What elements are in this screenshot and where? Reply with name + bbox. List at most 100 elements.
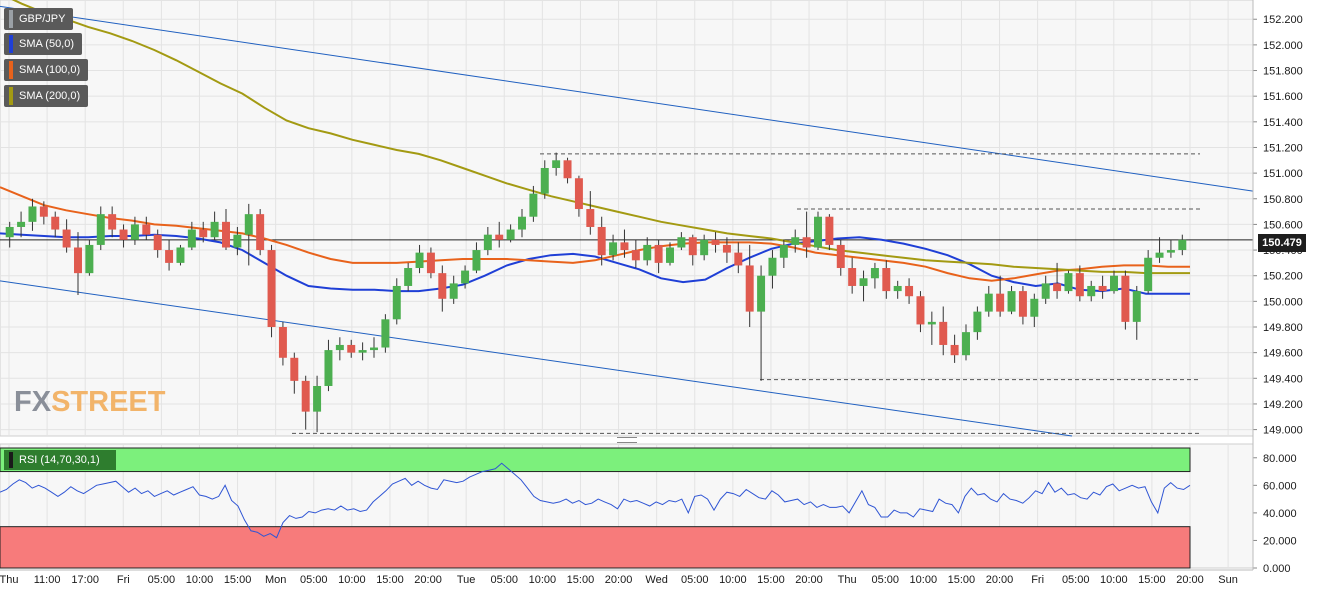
candle-body <box>335 344 344 351</box>
candle-body <box>130 224 139 240</box>
rsi-label: RSI (14,70,30,1) <box>19 454 100 466</box>
current-price-badge: 150.479 <box>1258 234 1306 252</box>
candle-body <box>324 350 333 386</box>
candle-body <box>1144 257 1153 292</box>
rsi-y-tick-label: 40.000 <box>1263 508 1297 520</box>
rsi-y-tick-label: 60.000 <box>1263 480 1297 492</box>
x-tick-label: 15:00 <box>567 574 595 586</box>
x-tick-label: 05:00 <box>300 574 328 586</box>
x-tick-label: 15:00 <box>376 574 404 586</box>
x-tick-label: 20:00 <box>1176 574 1204 586</box>
candle-body <box>472 250 481 271</box>
candle-body <box>381 319 390 348</box>
candle-body <box>370 347 378 351</box>
sma100-label: SMA (100,0) <box>19 64 81 76</box>
sma50-legend[interactable]: SMA (50,0) <box>4 33 83 55</box>
y-tick-label: 152.000 <box>1263 40 1303 52</box>
x-tick-label: 10:00 <box>186 574 214 586</box>
rsi-color-swatch <box>9 452 13 468</box>
candle-body <box>734 252 743 266</box>
rsi-y-tick-label: 0.000 <box>1263 563 1291 575</box>
rsi-line <box>0 462 1191 539</box>
candle-body <box>392 285 401 320</box>
y-tick-label: 149.800 <box>1263 322 1303 334</box>
sma200-legend[interactable]: SMA (200,0) <box>4 85 89 107</box>
candle-body <box>278 327 287 358</box>
sma100-legend[interactable]: SMA (100,0) <box>4 59 89 81</box>
x-tick-label: 15:00 <box>948 574 976 586</box>
candle-body <box>17 221 26 227</box>
candle-body <box>563 160 572 179</box>
fxstreet-logo: FXSTREET <box>14 386 165 419</box>
price-pane-background <box>0 0 1254 437</box>
x-tick-label: 10:00 <box>1100 574 1128 586</box>
price-pane[interactable] <box>0 0 1254 437</box>
candle-body <box>506 229 515 240</box>
sma-line-2 <box>11 0 1190 275</box>
candle-body <box>244 214 253 235</box>
candle-body <box>574 178 583 210</box>
candle-body <box>882 268 891 292</box>
y-tick-label: 150.000 <box>1263 296 1303 308</box>
x-tick-label: 15:00 <box>757 574 785 586</box>
rsi-y-tick-label: 20.000 <box>1263 535 1297 547</box>
candle-body <box>39 206 48 217</box>
candle-body <box>449 283 458 299</box>
y-tick-label: 150.800 <box>1263 194 1303 206</box>
symbol-legend[interactable]: GBP/JPY <box>4 8 74 30</box>
y-tick-label: 149.000 <box>1263 425 1303 437</box>
candle-body <box>814 216 822 248</box>
candle-body <box>791 237 800 245</box>
x-tick-label: 17:00 <box>71 574 99 586</box>
x-tick-label: 05:00 <box>681 574 709 586</box>
x-tick-label: Thu <box>0 574 18 586</box>
candle-body <box>609 242 618 256</box>
rsi-overbought-zone <box>0 447 1191 473</box>
candle-body <box>950 344 959 356</box>
candle-body <box>404 268 413 286</box>
x-tick-label: Tue <box>457 574 476 586</box>
x-tick-label: 15:00 <box>1138 574 1166 586</box>
candle-body <box>711 239 720 245</box>
rsi-pane[interactable] <box>0 443 1254 569</box>
candle-body <box>973 311 982 333</box>
x-tick-label: Fri <box>1031 574 1044 586</box>
candle-body <box>153 234 162 251</box>
candle-body <box>96 214 105 245</box>
candle-body <box>984 293 993 312</box>
y-tick-label: 152.200 <box>1263 14 1303 26</box>
logo-street: STREET <box>51 386 166 418</box>
candle-body <box>643 244 652 261</box>
candle-body <box>996 293 1005 312</box>
pane-splitter-handle[interactable] <box>617 437 637 443</box>
candle-body <box>74 247 82 274</box>
sma-line-0 <box>0 232 1190 295</box>
candle-body <box>700 239 709 256</box>
candle-body <box>415 252 424 269</box>
candle-body <box>529 193 538 217</box>
candle-body <box>802 237 811 248</box>
y-tick-label: 151.000 <box>1263 168 1303 180</box>
candle-body <box>620 242 629 251</box>
candle-body <box>108 214 117 230</box>
candle-body <box>62 229 71 248</box>
x-tick-label: 20:00 <box>986 574 1014 586</box>
candle-body <box>757 275 766 312</box>
channel-upper-line <box>0 5 1254 192</box>
rsi-legend[interactable]: RSI (14,70,30,1) <box>4 450 116 470</box>
x-tick-label: 10:00 <box>338 574 366 586</box>
candle-body <box>426 252 435 274</box>
candle-body <box>256 214 265 251</box>
candle-body <box>199 229 208 238</box>
x-tick-label: 11:00 <box>34 574 61 586</box>
candle-body <box>1098 285 1107 292</box>
candle-body <box>1121 275 1130 322</box>
candle-body <box>290 357 299 381</box>
candle-body <box>836 244 845 269</box>
candle-body <box>438 273 447 299</box>
x-tick-label: Thu <box>838 574 857 586</box>
x-tick-label: 05:00 <box>490 574 518 586</box>
candle-body <box>358 350 367 353</box>
candle-body <box>688 237 697 256</box>
